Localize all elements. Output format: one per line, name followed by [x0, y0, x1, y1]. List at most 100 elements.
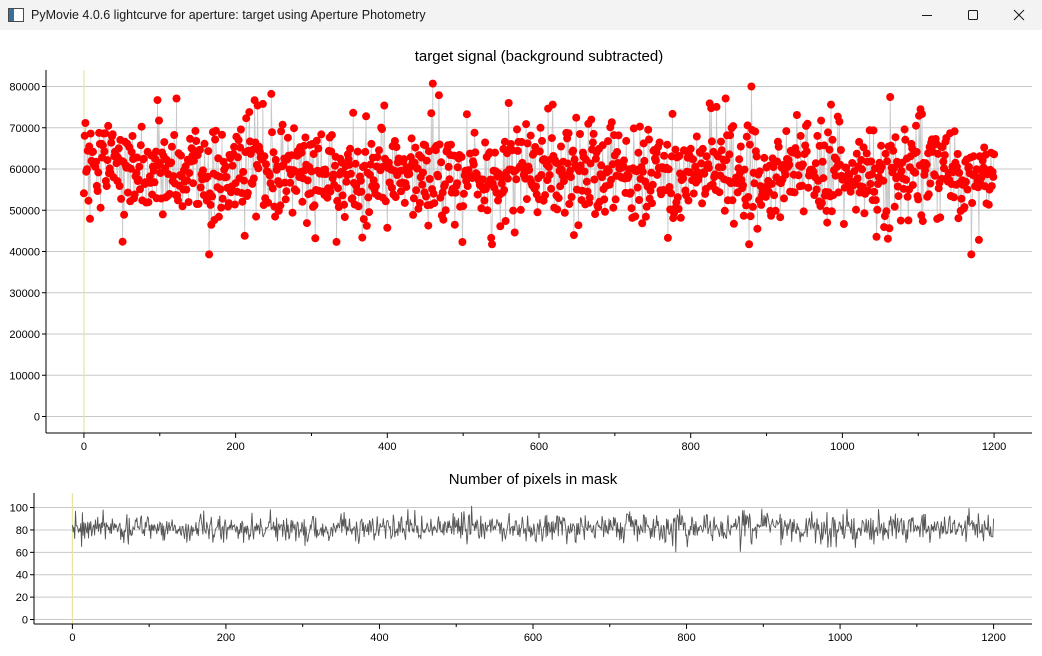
signal-point[interactable] — [80, 131, 89, 140]
signal-point[interactable] — [501, 217, 510, 225]
signal-point[interactable] — [390, 137, 399, 145]
signal-point[interactable] — [665, 183, 674, 191]
signal-point[interactable] — [481, 138, 490, 147]
signal-point[interactable] — [792, 111, 801, 119]
signal-point[interactable] — [369, 176, 378, 185]
signal-point[interactable] — [735, 155, 744, 164]
signal-point[interactable] — [392, 143, 401, 152]
signal-point[interactable] — [185, 169, 194, 178]
signal-point[interactable] — [717, 146, 726, 155]
signal-point[interactable] — [170, 131, 179, 139]
signal-point[interactable] — [430, 199, 439, 208]
signal-point[interactable] — [570, 155, 579, 164]
signal-point[interactable] — [136, 141, 145, 150]
signal-point[interactable] — [365, 208, 374, 217]
signal-point[interactable] — [182, 185, 191, 194]
signal-point[interactable] — [591, 210, 600, 219]
signal-point[interactable] — [776, 213, 785, 222]
signal-point[interactable] — [704, 163, 713, 172]
signal-point[interactable] — [400, 198, 409, 207]
signal-point[interactable] — [918, 217, 927, 226]
signal-point[interactable] — [155, 116, 163, 125]
signal-point[interactable] — [522, 195, 531, 204]
signal-point[interactable] — [870, 187, 879, 196]
signal-point[interactable] — [218, 194, 227, 203]
signal-point[interactable] — [152, 147, 160, 156]
signal-point[interactable] — [373, 153, 382, 162]
signal-point[interactable] — [611, 195, 620, 204]
signal-point[interactable] — [383, 223, 392, 232]
signal-point[interactable] — [700, 169, 709, 178]
signal-point[interactable] — [84, 196, 93, 205]
signal-point[interactable] — [812, 185, 821, 194]
signal-point[interactable] — [536, 123, 545, 132]
signal-point[interactable] — [553, 205, 562, 214]
signal-point[interactable] — [967, 250, 976, 259]
signal-point[interactable] — [178, 202, 187, 211]
signal-point[interactable] — [671, 145, 680, 154]
signal-point[interactable] — [271, 155, 280, 164]
signal-point[interactable] — [588, 138, 597, 147]
signal-point[interactable] — [362, 221, 371, 230]
signal-point[interactable] — [500, 186, 509, 195]
signal-point[interactable] — [794, 171, 803, 180]
signal-point[interactable] — [429, 189, 438, 198]
signal-point[interactable] — [569, 146, 578, 155]
signal-point[interactable] — [269, 148, 278, 157]
signal-point[interactable] — [535, 147, 544, 156]
signal-point[interactable] — [415, 199, 424, 207]
signal-point[interactable] — [351, 159, 360, 168]
signal-point[interactable] — [92, 157, 101, 166]
signal-point[interactable] — [200, 139, 209, 148]
signal-point[interactable] — [785, 160, 794, 169]
signal-point[interactable] — [409, 210, 418, 219]
signal-point[interactable] — [739, 211, 748, 220]
signal-point[interactable] — [191, 126, 200, 135]
signal-point[interactable] — [240, 231, 249, 240]
signal-point[interactable] — [211, 126, 220, 135]
signal-point[interactable] — [574, 221, 583, 230]
signal-point[interactable] — [569, 231, 578, 240]
signal-point[interactable] — [702, 152, 711, 161]
signal-point[interactable] — [428, 79, 437, 88]
signal-point[interactable] — [877, 141, 886, 150]
signal-point[interactable] — [79, 189, 88, 198]
signal-point[interactable] — [984, 200, 993, 209]
signal-point[interactable] — [557, 142, 565, 151]
signal-point[interactable] — [712, 102, 721, 111]
signal-point[interactable] — [413, 164, 422, 173]
signal-point[interactable] — [715, 188, 724, 197]
signal-point[interactable] — [980, 143, 989, 152]
signal-point[interactable] — [155, 158, 164, 167]
signal-point[interactable] — [721, 94, 730, 103]
signal-point[interactable] — [348, 194, 357, 203]
signal-point[interactable] — [437, 158, 446, 167]
signal-point[interactable] — [120, 210, 129, 219]
signal-point[interactable] — [471, 148, 480, 157]
signal-point[interactable] — [882, 207, 891, 216]
signal-point[interactable] — [268, 184, 277, 193]
signal-point[interactable] — [271, 212, 280, 221]
signal-point[interactable] — [407, 134, 416, 143]
signal-point[interactable] — [726, 131, 735, 140]
signal-point[interactable] — [614, 131, 623, 140]
signal-point[interactable] — [402, 182, 411, 191]
signal-point[interactable] — [196, 145, 204, 154]
signal-point[interactable] — [872, 232, 881, 241]
signal-point[interactable] — [957, 194, 966, 203]
signal-point[interactable] — [529, 149, 538, 158]
signal-point[interactable] — [127, 148, 136, 157]
signal-point[interactable] — [458, 238, 467, 246]
signal-point[interactable] — [349, 108, 358, 117]
signal-point[interactable] — [746, 212, 755, 221]
signal-point[interactable] — [565, 200, 574, 208]
signal-point[interactable] — [697, 159, 706, 168]
signal-point[interactable] — [698, 144, 707, 153]
signal-point[interactable] — [422, 156, 431, 165]
signal-point[interactable] — [811, 159, 820, 168]
signal-point[interactable] — [358, 233, 367, 242]
signal-point[interactable] — [912, 121, 920, 130]
signal-point[interactable] — [751, 127, 760, 136]
signal-point[interactable] — [434, 91, 443, 100]
